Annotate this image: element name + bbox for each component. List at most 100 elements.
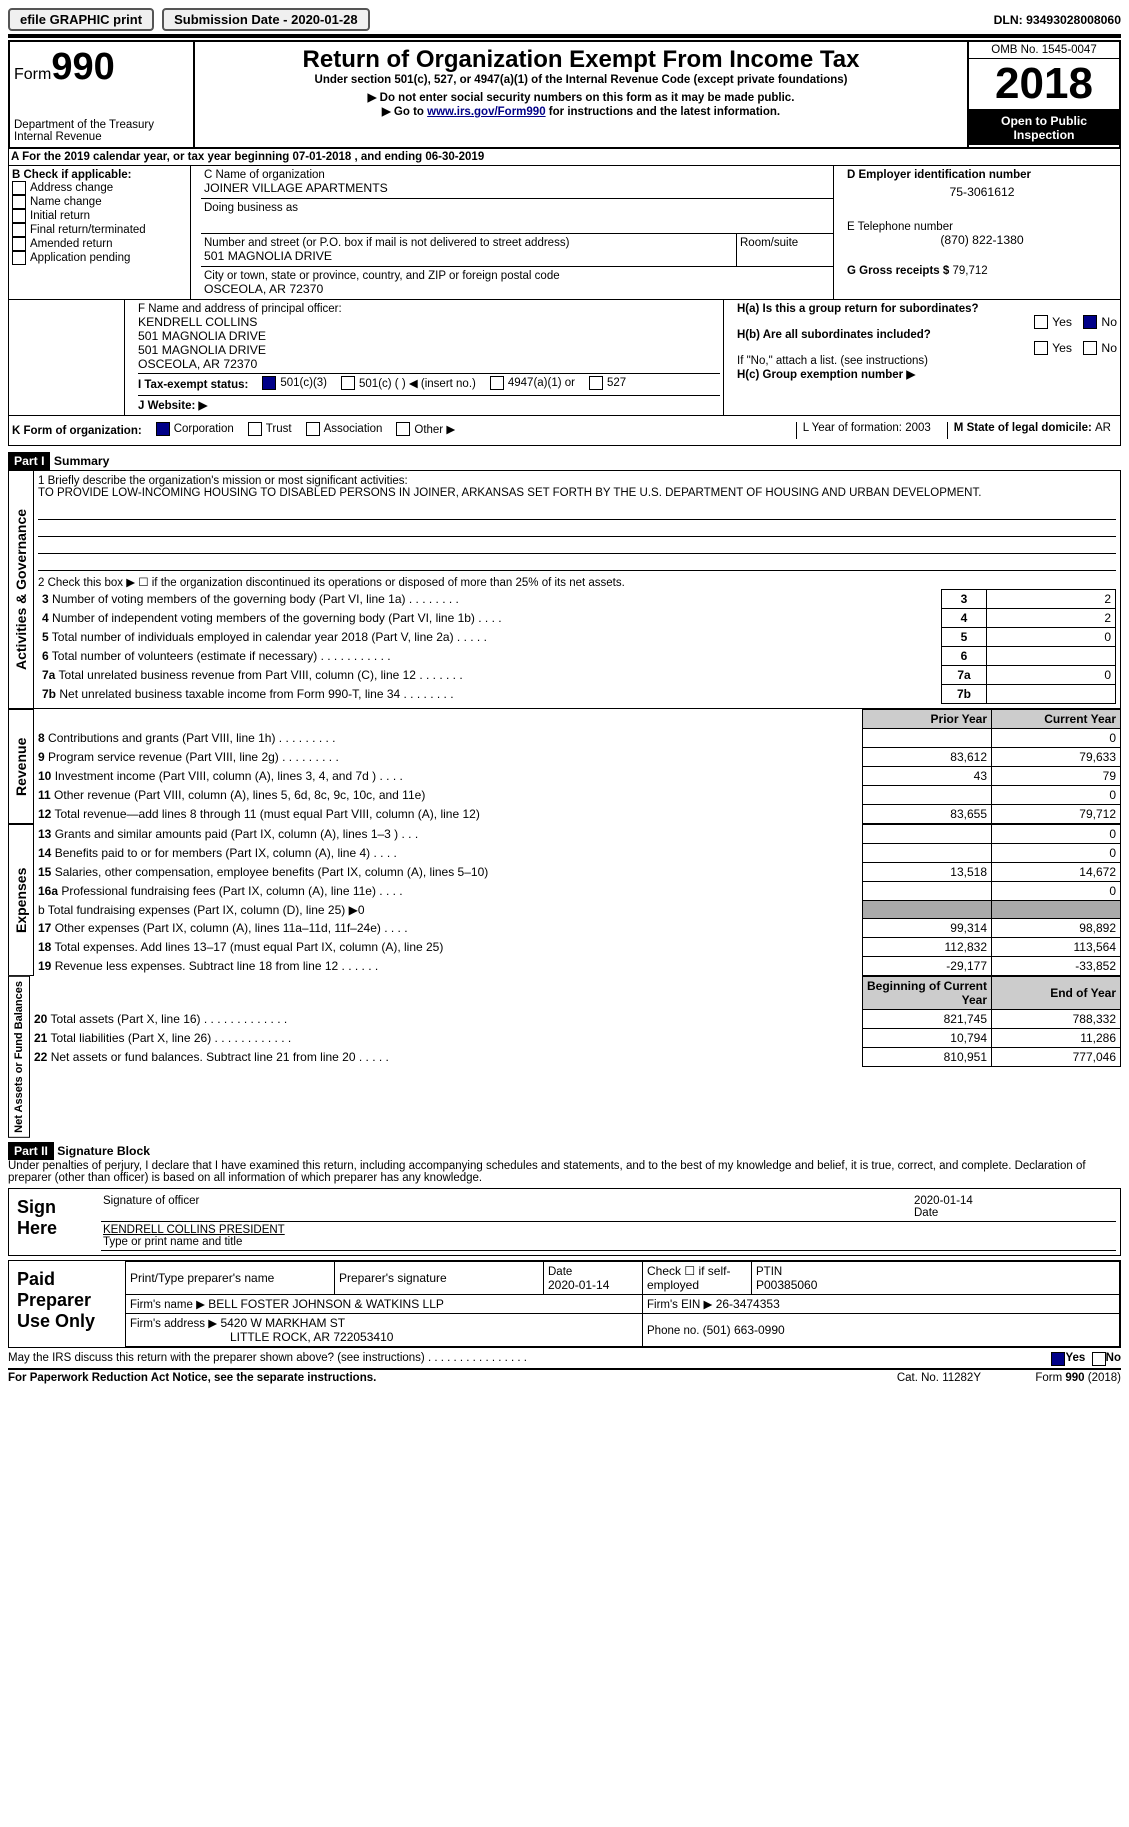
governance-table: 3 Number of voting members of the govern… (38, 589, 1116, 704)
vlabel-governance: Activities & Governance (8, 470, 34, 709)
line2: 2 Check this box ▶ ☐ if the organization… (38, 575, 1116, 589)
open-public: Open to Public Inspection (969, 111, 1119, 145)
prep-selfemployed: Check ☐ if self-employed (643, 1261, 752, 1294)
box-e-label: E Telephone number (847, 221, 1117, 233)
omb-number: OMB No. 1545-0047 (969, 42, 1119, 58)
form-note2: ▶ Go to www.irs.gov/Form990 for instruct… (199, 104, 963, 118)
org-form-opt: Other ▶ (414, 422, 455, 436)
ha-yes-checkbox[interactable] (1034, 315, 1048, 329)
revenue-table: Prior YearCurrent Year8 Contributions an… (34, 709, 1121, 824)
ha-no-checkbox[interactable] (1083, 315, 1097, 329)
org-form-opt: Corporation (174, 423, 234, 435)
ay-prefix: A (11, 151, 19, 163)
date-label: Date (914, 1207, 1114, 1219)
org-name: JOINER VILLAGE APARTMENTS (204, 181, 830, 195)
box-d-label: D Employer identification number (847, 169, 1117, 181)
firm-name-label: Firm's name ▶ (130, 1299, 205, 1311)
submission-label: Submission Date - (174, 12, 291, 27)
room-suite-label: Room/suite (736, 234, 833, 266)
org-form-checkbox[interactable] (306, 422, 320, 436)
instructions-link[interactable]: www.irs.gov/Form990 (427, 106, 545, 118)
tax-status-checkbox[interactable] (589, 376, 603, 390)
box-c-name-label: C Name of organization (204, 169, 830, 181)
org-address: 501 MAGNOLIA DRIVE (204, 249, 733, 263)
firm-phone: (501) 663-0990 (703, 1323, 785, 1337)
sign-here-label: Sign Here (13, 1193, 101, 1251)
discuss-no-checkbox[interactable] (1092, 1352, 1106, 1366)
telephone-value: (870) 822-1380 (847, 233, 1117, 247)
line1-q: 1 Briefly describe the organization's mi… (38, 475, 1116, 487)
tax-status-checkbox[interactable] (341, 376, 355, 390)
tax-status-opt: 527 (607, 377, 626, 389)
box-l: L Year of formation: 2003 (796, 422, 937, 439)
submission-date: 2020-01-28 (291, 12, 358, 27)
box-i-label: I Tax-exempt status: (138, 379, 248, 391)
expenses-table: 13 Grants and similar amounts paid (Part… (34, 824, 1121, 976)
prep-date: 2020-01-14 (548, 1278, 609, 1292)
box-g: G Gross receipts $ 79,712 (847, 265, 1117, 277)
box-ha-options: Yes No (737, 315, 1117, 329)
prep-date-label: Date (548, 1266, 572, 1278)
box-b: B Check if applicable: Address changeNam… (9, 166, 191, 299)
box-h-note: If "No," attach a list. (see instruction… (737, 355, 1117, 367)
addr-label: Number and street (or P.O. box if mail i… (204, 237, 733, 249)
part1-bar: Part I (8, 452, 50, 470)
box-hb-options: Yes No (737, 341, 1117, 355)
ptin-value: P00385060 (756, 1278, 817, 1292)
efile-print-button[interactable]: efile GRAPHIC print (8, 8, 154, 31)
form-note1: ▶ Do not enter social security numbers o… (199, 90, 963, 104)
preparer-table: Print/Type preparer's name Preparer's si… (125, 1261, 1120, 1347)
discuss-yes: Yes (1065, 1352, 1085, 1366)
signature-label: Signature of officer (103, 1195, 914, 1219)
box-hb: H(b) Are all subordinates included? (737, 329, 1117, 341)
org-form-opt: Trust (266, 423, 292, 435)
box-k-label: K Form of organization: (12, 425, 142, 437)
hb-yes-checkbox[interactable] (1034, 341, 1048, 355)
city-label: City or town, state or province, country… (204, 270, 830, 282)
box-m: M State of legal domicile: AR (947, 422, 1117, 439)
vlabel-expenses: Expenses (8, 824, 34, 976)
vlabel-revenue: Revenue (8, 709, 34, 824)
gross-receipts: 79,712 (952, 265, 987, 277)
dba-label: Doing business as (204, 202, 830, 214)
boxb-checkbox[interactable] (12, 195, 26, 209)
boxb-item: Name change (30, 196, 102, 208)
cat-number: Cat. No. 11282Y (897, 1372, 981, 1384)
box-ha: H(a) Is this a group return for subordin… (737, 303, 1117, 315)
dln-value: 93493028008060 (1026, 13, 1121, 27)
discuss-no: No (1106, 1352, 1121, 1366)
officer-line: 501 MAGNOLIA DRIVE (138, 329, 720, 343)
tax-status-checkbox[interactable] (490, 376, 504, 390)
dept-treasury: Department of the Treasury (14, 119, 189, 131)
sign-date: 2020-01-14 (914, 1195, 1114, 1207)
boxb-checkbox[interactable] (12, 223, 26, 237)
org-form-opt: Association (324, 423, 383, 435)
boxb-checkbox[interactable] (12, 251, 26, 265)
officer-line: 501 MAGNOLIA DRIVE (138, 343, 720, 357)
boxb-checkbox[interactable] (12, 181, 26, 195)
discuss-yes-checkbox[interactable] (1051, 1352, 1065, 1366)
org-form-checkbox[interactable] (248, 422, 262, 436)
boxb-checkbox[interactable] (12, 237, 26, 251)
firm-addr-label: Firm's address ▶ (130, 1318, 217, 1330)
dept-irs: Internal Revenue (14, 131, 189, 143)
submission-date-button[interactable]: Submission Date - 2020-01-28 (162, 8, 370, 31)
form-header: Form990 Department of the Treasury Inter… (8, 40, 1121, 149)
org-form-checkbox[interactable] (396, 422, 410, 436)
firm-ein: 26-3474353 (716, 1297, 780, 1311)
ein-value: 75-3061612 (847, 185, 1117, 199)
box-hc: H(c) Group exemption number ▶ (737, 367, 1117, 381)
hb-no-checkbox[interactable] (1083, 341, 1097, 355)
top-bar: efile GRAPHIC print Submission Date - 20… (8, 8, 1121, 31)
box-b-label: B Check if applicable: (12, 169, 187, 181)
boxb-item: Initial return (30, 210, 90, 222)
box-j-label: J Website: ▶ (138, 398, 720, 412)
firm-name: BELL FOSTER JOHNSON & WATKINS LLP (208, 1297, 444, 1311)
firm-addr2: LITTLE ROCK, AR 722053410 (230, 1330, 393, 1344)
org-form-checkbox[interactable] (156, 422, 170, 436)
boxb-checkbox[interactable] (12, 209, 26, 223)
boxb-item: Application pending (30, 252, 130, 264)
tax-status-checkbox[interactable] (262, 376, 276, 390)
prep-c2: Preparer's signature (335, 1261, 544, 1294)
officer-name: KENDRELL COLLINS PRESIDENT (103, 1224, 1114, 1236)
